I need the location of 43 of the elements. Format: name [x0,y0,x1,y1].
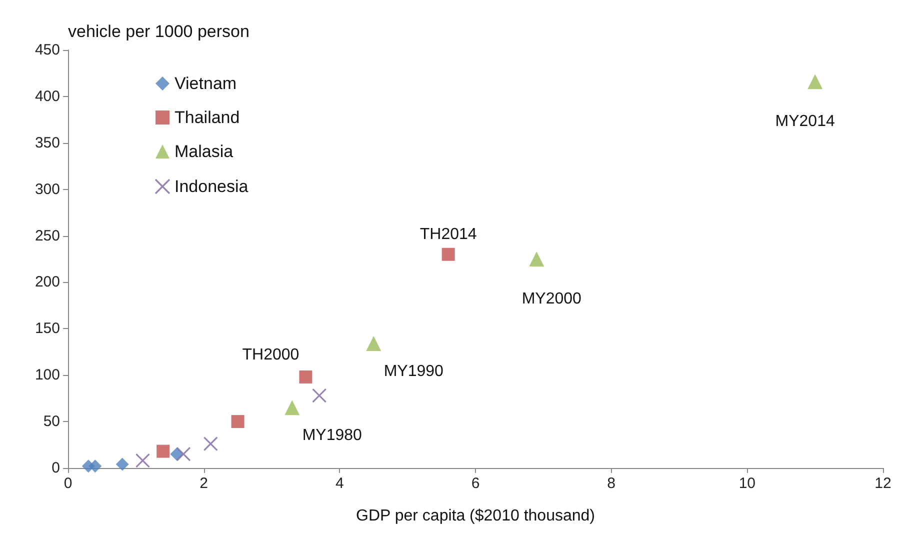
annotation: MY1990 [384,363,444,380]
legend-label: Thailand [174,108,240,127]
point [366,336,382,352]
point [442,248,455,261]
x-tick-label: 12 [874,475,892,492]
x-tick-label: 0 [64,475,72,492]
point [116,458,129,471]
annotation: TH2014 [420,226,477,243]
annotation: MY2014 [775,113,835,130]
y-tick-label: 450 [34,42,60,58]
annotation: MY2000 [522,290,582,308]
y-tick-label: 150 [34,320,60,338]
legend-label: Indonesia [174,177,249,196]
point [808,74,823,90]
y-tick-label: 100 [34,366,60,384]
point [135,453,150,468]
point [529,252,544,266]
legend-label: Malasia [174,142,234,161]
point [176,446,191,462]
point [88,460,102,473]
point [284,400,300,416]
x-tick-label: 10 [738,475,756,492]
y-tick-label: 350 [34,134,60,152]
point [312,388,327,403]
y-axis-title: vehicle per 1000 person [68,22,250,41]
x-tick-label: 8 [607,475,616,492]
point [203,436,218,452]
point [156,444,170,458]
legend-label: Vietnam [174,74,237,93]
x-tick-label: 4 [335,475,344,492]
point [231,415,244,428]
x-tick-label: 6 [471,475,480,492]
y-tick-label: 50 [43,413,60,430]
point [299,370,312,384]
y-tick-label: 400 [34,88,60,105]
y-tick-label: 0 [52,460,60,476]
annotation: MY1980 [302,427,362,444]
annotation: TH2000 [242,346,300,364]
y-tick-label: 200 [34,274,60,291]
x-tick-label: 2 [200,475,208,492]
x-axis-title: GDP per capita ($2010 thousand) [356,508,595,524]
y-tick-label: 250 [34,227,60,244]
y-tick-label: 300 [34,180,60,198]
